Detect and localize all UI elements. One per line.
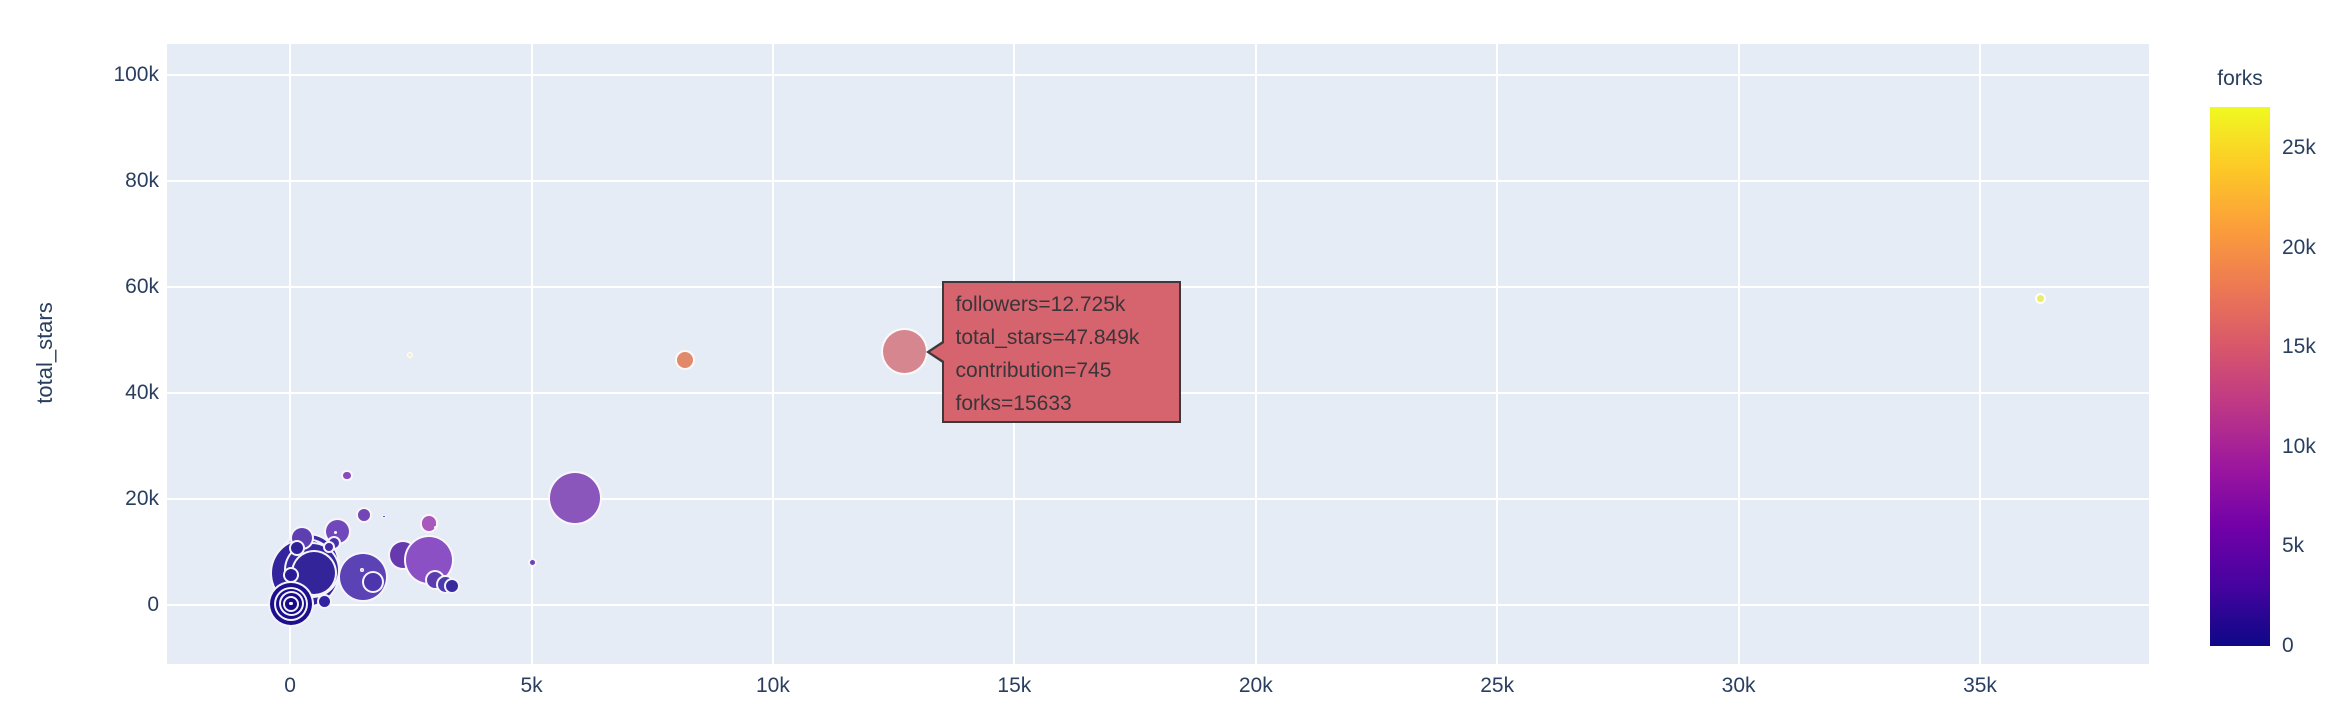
y-tick-label: 20k <box>125 487 159 511</box>
data-point-bubble[interactable] <box>406 351 413 358</box>
y-tick-label: 60k <box>125 275 159 299</box>
gridline-x <box>771 44 774 664</box>
hover-tooltip: followers=12.725k total_stars=47.849k co… <box>941 280 1181 423</box>
tooltip-line-followers: followers=12.725k <box>955 292 1126 316</box>
gridline-x <box>1496 44 1499 664</box>
data-point-bubble[interactable] <box>278 591 304 617</box>
colorbar-tick-label: 15k <box>2282 335 2316 359</box>
data-point-bubble[interactable] <box>333 531 337 535</box>
gridline-y <box>167 604 2149 607</box>
x-tick-label: 35k <box>1963 674 1997 697</box>
colorbar-title: forks <box>2217 67 2263 90</box>
data-point-bubble[interactable] <box>360 568 364 573</box>
y-tick-label: 80k <box>125 169 159 193</box>
y-tick-label: 100k <box>113 63 159 87</box>
data-point-bubble[interactable] <box>547 470 602 525</box>
data-point-bubble[interactable] <box>341 470 353 482</box>
data-point-bubble[interactable] <box>362 570 385 593</box>
data-point-bubble[interactable] <box>2035 293 2047 305</box>
data-point-bubble[interactable] <box>528 558 538 568</box>
gridline-y <box>167 180 2149 183</box>
colorbar-tick-label: 10k <box>2282 434 2316 458</box>
gridline-y <box>167 498 2149 501</box>
tooltip-line-contribution: contribution=745 <box>955 358 1112 382</box>
colorbar <box>2210 107 2270 646</box>
colorbar-gradient <box>2210 107 2270 646</box>
colorbar-tick-label: 5k <box>2282 534 2305 558</box>
y-tick-label: 40k <box>125 381 159 405</box>
x-tick-label: 10k <box>756 674 790 697</box>
tooltip-line-forks: forks=15633 <box>955 391 1072 415</box>
data-point-bubble[interactable] <box>356 506 373 523</box>
x-tick-label: 15k <box>997 674 1032 697</box>
data-point-bubble[interactable] <box>434 526 438 530</box>
x-tick-label: 25k <box>1480 674 1515 697</box>
data-point-bubble[interactable] <box>323 540 336 553</box>
x-tick-label: 0 <box>284 674 296 697</box>
data-point-bubble[interactable] <box>316 594 332 610</box>
x-tick-label: 20k <box>1238 674 1273 697</box>
tooltip-line-total-stars: total_stars=47.849k <box>955 325 1140 349</box>
data-point-bubble[interactable] <box>881 328 929 376</box>
x-tick-label: 30k <box>1721 674 1756 697</box>
data-point-bubble[interactable] <box>289 539 306 556</box>
gridline-x <box>1737 44 1740 664</box>
data-point-bubble[interactable] <box>674 349 695 370</box>
gridline-x <box>289 44 292 664</box>
gridline-x <box>530 44 533 664</box>
colorbar-tick-label: 0 <box>2282 634 2294 657</box>
gridline-y <box>167 74 2149 77</box>
y-tick-label: 0 <box>147 593 159 617</box>
tooltip-arrow <box>929 342 944 361</box>
colorbar-tick-label: 25k <box>2282 136 2316 160</box>
colorbar-tick-label: 20k <box>2282 235 2316 259</box>
gridline-x <box>1254 44 1257 664</box>
gridline-x <box>1979 44 1981 664</box>
x-tick-label: 5k <box>520 674 543 697</box>
data-point-bubble[interactable] <box>419 514 439 533</box>
data-point-bubble[interactable] <box>443 577 460 594</box>
